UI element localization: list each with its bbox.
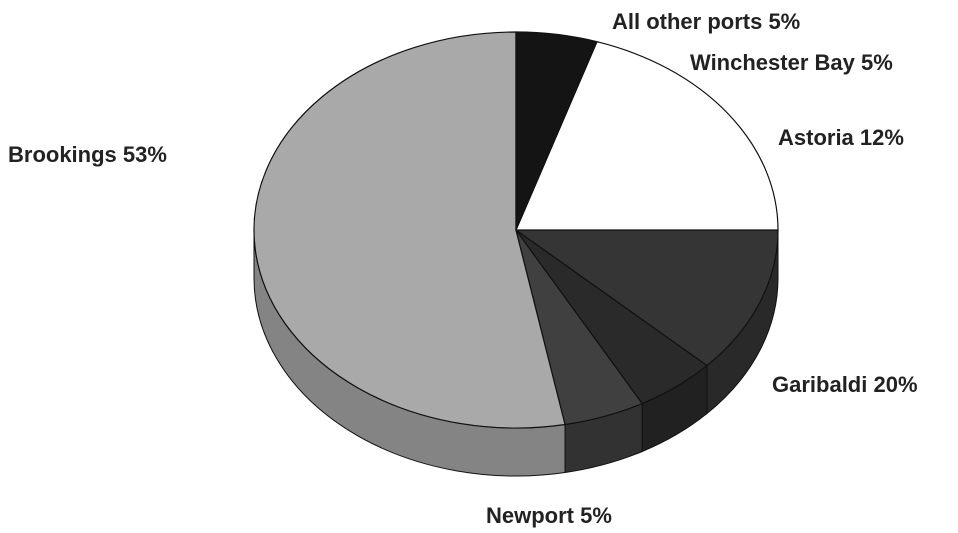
- label-garibaldi: Garibaldi 20%: [772, 372, 918, 397]
- pie-labels: Brookings 53% All other ports 5% Winches…: [8, 9, 918, 528]
- slice-garibaldi: [515, 41, 779, 231]
- label-all-other-ports: All other ports 5%: [612, 9, 800, 34]
- label-brookings: Brookings 53%: [8, 142, 167, 167]
- slice-astoria: [515, 229, 779, 367]
- slice-newport: [515, 31, 598, 231]
- slice-brookings: [253, 31, 566, 429]
- pie-depth: [253, 229, 779, 477]
- label-winchester-bay: Winchester Bay 5%: [690, 50, 893, 75]
- label-astoria: Astoria 12%: [778, 125, 904, 150]
- pie-top: [253, 31, 779, 429]
- label-newport: Newport 5%: [486, 503, 612, 528]
